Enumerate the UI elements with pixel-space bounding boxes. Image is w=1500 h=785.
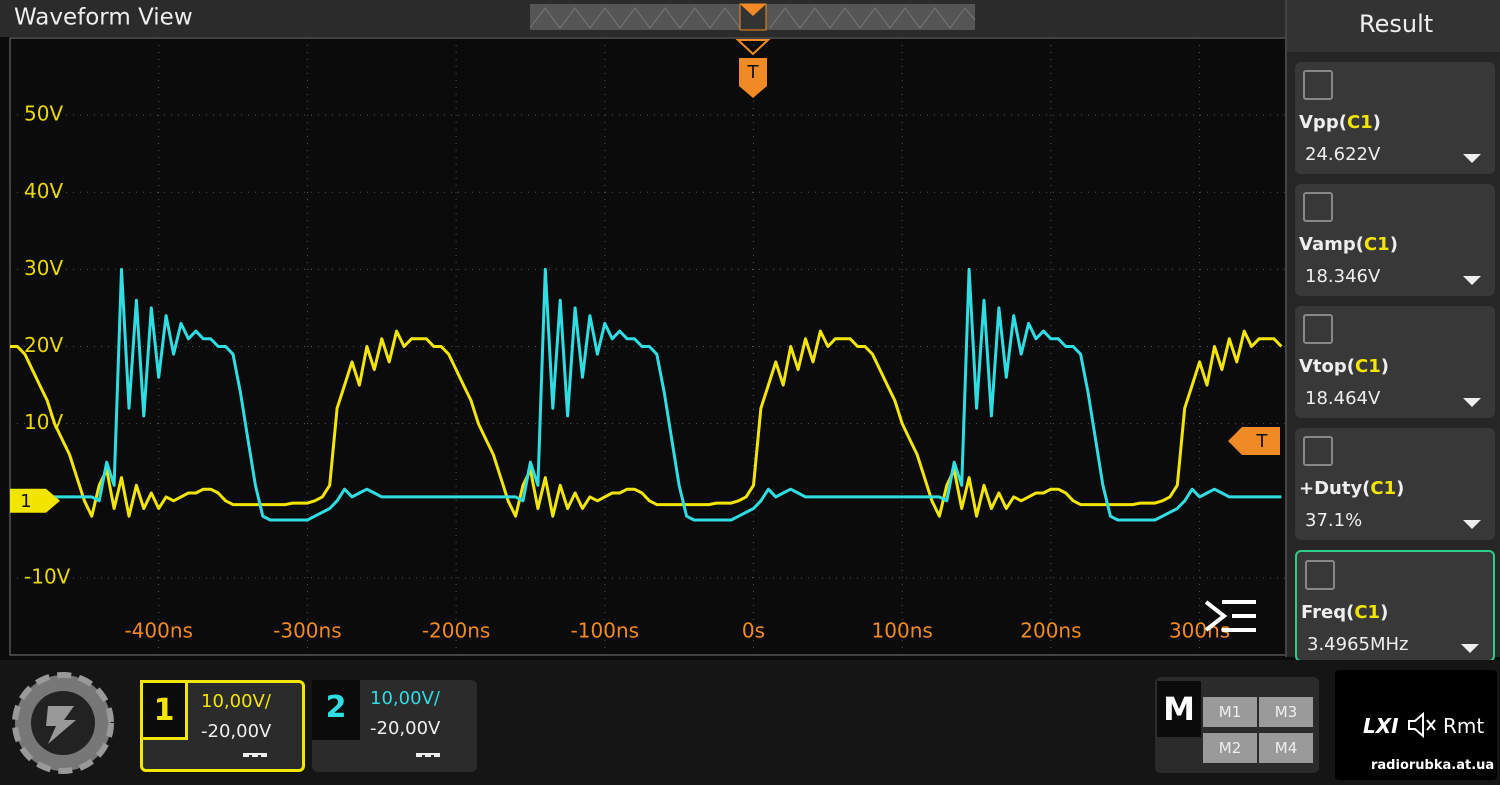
math-label: M <box>1157 681 1201 737</box>
y-tick-label: 20V <box>24 333 63 357</box>
measure-icon <box>1303 192 1333 222</box>
channel-ground-label: 1 <box>20 491 31 512</box>
measure-label-part: ) <box>1380 602 1389 623</box>
overview-wave <box>529 7 741 29</box>
trace <box>10 267 1282 522</box>
status-box: LXI Rmt radiorubka.at.ua <box>1335 670 1497 780</box>
trigger-time-marker <box>739 58 767 98</box>
x-tick-label: 200ns <box>1020 619 1081 643</box>
watermark: radiorubka.at.ua <box>1371 758 1495 773</box>
measure-label-part: ) <box>1389 234 1398 255</box>
measure-icon <box>1305 560 1335 590</box>
result-item[interactable]: +Duty(C1) 37.1% <box>1295 428 1495 540</box>
x-tick-label: -400ns <box>124 619 193 643</box>
dropdown-arrow[interactable] <box>1463 154 1481 163</box>
measure-label-part: C1 <box>1355 356 1381 377</box>
coupling-icon <box>416 753 440 757</box>
y-tick-label: 40V <box>24 179 63 203</box>
dropdown-arrow[interactable] <box>1463 398 1481 407</box>
measure-label-part: ) <box>1396 478 1405 499</box>
x-tick-label: -200ns <box>422 619 491 643</box>
channel-number: 1 <box>140 680 188 740</box>
channel-offset: -20,00V <box>201 721 272 742</box>
logo[interactable] <box>8 668 118 778</box>
measure-value: 3.4965MHz <box>1307 634 1409 655</box>
trigger-position <box>740 4 766 16</box>
measure-label-part: Vamp( <box>1299 234 1364 255</box>
channel-offset: -20,00V <box>370 718 441 739</box>
result-panel: Result Vpp(C1) 24.622V Vamp(C1) 18.346V Vtop… <box>1285 0 1500 662</box>
x-tick-label: -100ns <box>571 619 640 643</box>
trigger-level-label: T <box>1256 431 1269 452</box>
trigger-marker-outline <box>735 39 771 56</box>
math-button[interactable]: M2 <box>1203 733 1257 763</box>
menu-icon-lines[interactable] <box>1222 600 1256 632</box>
x-tick-label: 100ns <box>872 619 933 643</box>
measure-value: 18.346V <box>1305 266 1381 287</box>
measure-label-part: +Duty( <box>1299 478 1371 499</box>
measure-label-part: Vpp( <box>1299 112 1347 133</box>
coupling-icon <box>243 753 267 757</box>
menu-icon[interactable] <box>1204 600 1228 632</box>
measure-label-part: ) <box>1372 112 1381 133</box>
measure-label-part: C1 <box>1346 112 1373 133</box>
result-item[interactable]: Freq(C1) 3.4965MHz <box>1295 550 1495 662</box>
channel-number: 2 <box>312 680 360 740</box>
channel-scale: 10,00V/ <box>370 688 440 709</box>
overview-wave <box>769 7 976 29</box>
dropdown-arrow[interactable] <box>1463 276 1481 285</box>
result-item[interactable]: Vpp(C1) 24.622V <box>1295 62 1495 174</box>
y-tick-label: -10V <box>24 564 71 588</box>
channel-scale: 10,00V/ <box>201 691 271 712</box>
x-tick-label: 0s <box>742 619 765 643</box>
trigger-level-marker <box>1228 427 1280 455</box>
math-button[interactable]: M1 <box>1203 697 1257 727</box>
measure-value: 18.464V <box>1305 388 1381 409</box>
measure-label-part: Vtop( <box>1299 356 1356 377</box>
channel-1-box[interactable]: 1 10,00V/ -20,00V <box>140 680 305 772</box>
measure-label: +Duty(C1) <box>1299 478 1404 499</box>
channel-ground-marker <box>10 488 60 513</box>
measure-label-part: ) <box>1380 356 1389 377</box>
lxi-label: LXI <box>1363 714 1399 738</box>
measure-label-part: Freq( <box>1301 602 1355 623</box>
measure-icon <box>1303 314 1333 344</box>
trigger-label: T <box>747 62 760 83</box>
x-tick-label: 300ns <box>1169 619 1230 643</box>
math-box[interactable]: M M1 M3 M2 M4 <box>1155 677 1319 773</box>
measure-label: Vpp(C1) <box>1299 112 1381 133</box>
dropdown-arrow[interactable] <box>1463 520 1481 529</box>
math-button[interactable]: M3 <box>1259 697 1313 727</box>
view-title: Waveform View <box>14 5 193 31</box>
result-title: Result <box>1287 0 1500 52</box>
mute-icon[interactable] <box>1407 712 1437 738</box>
dropdown-arrow[interactable] <box>1461 644 1479 653</box>
measure-label: Vamp(C1) <box>1299 234 1398 255</box>
measure-label: Freq(C1) <box>1301 602 1388 623</box>
measure-label-part: C1 <box>1354 602 1381 623</box>
measure-value: 24.622V <box>1305 144 1381 165</box>
measure-value: 37.1% <box>1305 510 1363 531</box>
x-tick-label: -300ns <box>273 619 342 643</box>
y-tick-label: 30V <box>24 256 63 280</box>
measure-label: Vtop(C1) <box>1299 356 1389 377</box>
measure-label-part: C1 <box>1370 478 1397 499</box>
measure-icon <box>1303 70 1333 100</box>
measure-label-part: C1 <box>1363 234 1390 255</box>
measure-icon <box>1303 436 1333 466</box>
result-item[interactable]: Vtop(C1) 18.464V <box>1295 306 1495 418</box>
y-tick-label: 50V <box>24 102 63 126</box>
background <box>0 0 1500 660</box>
channel-2-box[interactable]: 2 10,00V/ -20,00V <box>312 680 477 772</box>
math-button[interactable]: M4 <box>1259 733 1313 763</box>
remote-label: Rmt <box>1443 714 1485 738</box>
result-item[interactable]: Vamp(C1) 18.346V <box>1295 184 1495 296</box>
trace <box>10 329 1283 518</box>
